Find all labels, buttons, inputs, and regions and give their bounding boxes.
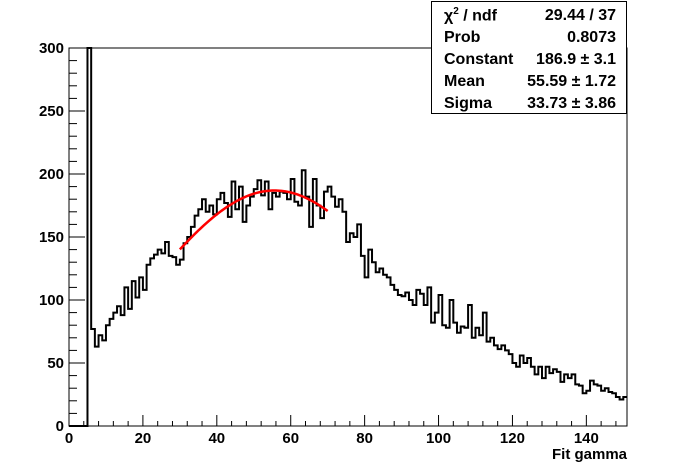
stat-row-prob: Prob 0.8073 — [444, 27, 616, 49]
stat-label-chi2-sup: 2 — [453, 6, 459, 18]
stat-row-constant: Constant 186.9 ± 3.1 — [444, 49, 616, 71]
y-axis: 0 50 100 150 200 250 300 — [39, 40, 85, 435]
stat-value-chi2: 29.44 / 37 — [544, 7, 616, 24]
stat-value-prob: 0.8073 — [567, 29, 616, 46]
stat-row-sigma: Sigma 33.73 ± 3.86 — [444, 93, 616, 115]
y-tick-label: 50 — [47, 355, 64, 372]
gaussian-fit-curve — [178, 189, 329, 251]
stat-label-chi2: χ2 / ndf — [444, 6, 497, 25]
y-tick-label: 100 — [39, 292, 64, 309]
y-tick-label: 250 — [39, 103, 64, 120]
stat-value-constant: 186.9 ± 3.1 — [536, 51, 616, 68]
x-tick-label: 20 — [135, 430, 152, 447]
stat-label-prob: Prob — [444, 29, 481, 46]
x-tick-label: 40 — [208, 430, 225, 447]
y-tick-label: 0 — [56, 418, 64, 435]
stat-label-mean: Mean — [444, 73, 485, 90]
stat-row-chi2: χ2 / ndf 29.44 / 37 — [444, 5, 616, 27]
x-tick-label: 0 — [65, 430, 73, 447]
x-tick-label: 140 — [574, 430, 599, 447]
y-tick-label: 200 — [39, 166, 64, 183]
stat-label-sigma: Sigma — [444, 95, 493, 112]
x-tick-label: 120 — [500, 430, 525, 447]
y-tick-label: 300 — [39, 40, 64, 57]
stat-value-mean: 55.59 ± 1.72 — [527, 73, 616, 90]
x-axis-title: Fit gamma — [552, 446, 628, 463]
x-axis: 0 20 40 60 80 100 120 140 — [65, 415, 617, 447]
y-tick-label: 150 — [39, 229, 64, 246]
x-tick-label: 100 — [426, 430, 451, 447]
x-tick-label: 60 — [282, 430, 299, 447]
stat-value-sigma: 33.73 ± 3.86 — [527, 95, 616, 112]
histogram-series — [69, 47, 627, 427]
stats-box: χ2 / ndf 29.44 / 37 Prob 0.8073 Constant… — [431, 1, 627, 114]
stat-label-constant: Constant — [444, 51, 514, 68]
stat-row-mean: Mean 55.59 ± 1.72 — [444, 71, 616, 93]
x-tick-label: 80 — [356, 430, 373, 447]
